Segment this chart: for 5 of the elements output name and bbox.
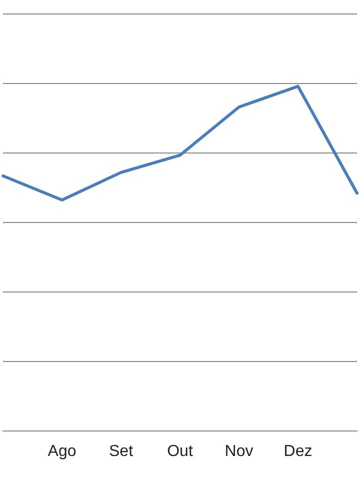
x-tick-label: Set [108, 442, 134, 460]
x-tick-label: Dez [284, 442, 312, 460]
x-tick-label: Out [167, 442, 194, 460]
x-tick-label: Ago [48, 442, 76, 460]
x-tick-label: Nov [224, 442, 254, 460]
